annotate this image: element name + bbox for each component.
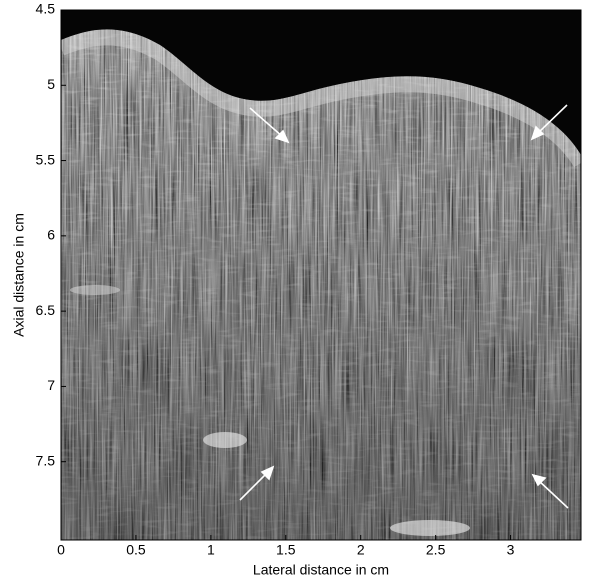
x-tick-label: 3 — [507, 542, 515, 558]
y-tick-label: 5.5 — [36, 151, 56, 167]
plot-frame — [60, 9, 582, 541]
y-tick-label: 5 — [47, 76, 55, 92]
ultrasound-image — [61, 10, 581, 540]
x-tick-label: 0 — [57, 542, 65, 558]
y-tick-label: 4.5 — [36, 1, 56, 17]
x-tick-label: 2.5 — [426, 542, 446, 558]
x-tick-label: 1 — [207, 542, 215, 558]
y-axis-label: Axial distance in cm — [11, 213, 27, 337]
y-tick-label: 7.5 — [36, 452, 56, 468]
y-tick-label: 6.5 — [36, 302, 56, 318]
y-tick-label: 7 — [47, 377, 55, 393]
x-tick-label: 2 — [357, 542, 365, 558]
x-tick-label: 1.5 — [276, 542, 296, 558]
x-tick-label: 0.5 — [126, 542, 146, 558]
x-axis-label: Lateral distance in cm — [253, 562, 389, 578]
y-tick-label: 6 — [47, 227, 55, 243]
arrows — [239, 104, 569, 509]
